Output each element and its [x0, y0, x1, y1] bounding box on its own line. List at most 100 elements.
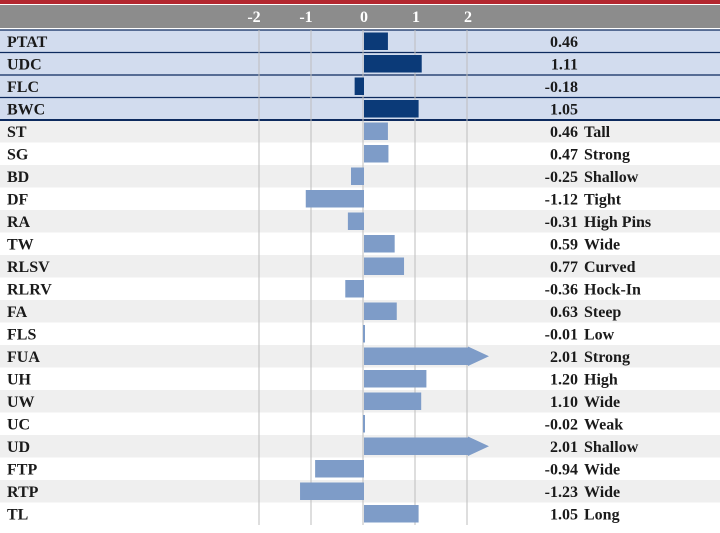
value-label: -1.12	[545, 191, 578, 208]
row-background	[0, 322, 720, 345]
row-label: TW	[7, 236, 34, 253]
row-background	[0, 120, 720, 143]
row-label: DF	[7, 191, 29, 208]
value-label: 1.11	[551, 56, 578, 73]
bar-sg	[364, 145, 389, 163]
x-tick-label: 1	[412, 9, 420, 26]
value-label: 0.77	[550, 259, 578, 276]
bar-uc	[363, 415, 365, 433]
row-label: ST	[7, 124, 27, 141]
row-label: BWC	[7, 101, 45, 118]
value-label: 0.63	[550, 304, 578, 321]
x-tick-label: 2	[464, 9, 472, 26]
value-label: 0.46	[550, 34, 578, 51]
descriptor-label: Shallow	[584, 439, 639, 456]
bar-flc	[354, 77, 364, 95]
bar-st	[364, 122, 388, 140]
value-label: -0.25	[545, 169, 578, 186]
descriptor-label: Wide	[584, 236, 620, 253]
row-label: FTP	[7, 461, 37, 478]
value-label: 1.10	[550, 394, 578, 411]
bar-bd	[351, 167, 364, 185]
row-background	[0, 412, 720, 435]
value-label: 1.20	[550, 371, 578, 388]
row-label: UH	[7, 371, 32, 388]
row-label: SG	[7, 146, 29, 163]
row-background	[0, 345, 720, 368]
value-label: 0.47	[550, 146, 578, 163]
descriptor-label: Steep	[584, 304, 621, 321]
row-background	[0, 97, 720, 120]
row-background	[0, 142, 720, 165]
row-label: UW	[7, 394, 35, 411]
row-label: FLC	[7, 79, 39, 96]
axis-header: -2 -1 0 1 2	[0, 0, 720, 28]
bar-tl	[364, 505, 419, 523]
value-label: 0.59	[550, 236, 578, 253]
row-label: UD	[7, 439, 30, 456]
descriptor-label: Tall	[584, 124, 611, 141]
descriptor-label: Wide	[584, 461, 620, 478]
descriptor-label: Strong	[584, 349, 630, 366]
value-label: -1.23	[545, 484, 578, 501]
value-label: 2.01	[550, 439, 578, 456]
value-label: 1.05	[550, 101, 578, 118]
row-background	[0, 30, 720, 53]
value-label: -0.94	[545, 461, 578, 478]
row-label: FUA	[7, 349, 40, 366]
row-label: RA	[7, 214, 31, 231]
descriptor-label: Long	[584, 506, 620, 523]
row-background	[0, 300, 720, 323]
value-label: -0.01	[545, 326, 578, 343]
row-background	[0, 435, 720, 458]
descriptor-label: High	[584, 371, 618, 388]
descriptor-label: Weak	[584, 416, 623, 433]
row-label: RLRV	[7, 281, 52, 298]
x-tick-label: 0	[360, 9, 368, 26]
descriptor-label: Low	[584, 326, 615, 343]
bars	[300, 32, 489, 523]
row-label: PTAT	[7, 34, 48, 51]
row-label: BD	[7, 169, 29, 186]
descriptor-label: Strong	[584, 146, 630, 163]
row-labels: PTAT 0.46 UDC 1.11 FLC -0.18 BWC 1.05 ST 0.46 Tall…	[7, 34, 651, 524]
descriptor-label: High Pins	[584, 214, 651, 231]
top-rule	[0, 0, 720, 4]
bar-rlrv	[345, 280, 364, 298]
descriptor-label: Shallow	[584, 169, 639, 186]
row-label: TL	[7, 506, 28, 523]
value-label: -0.02	[545, 416, 578, 433]
bar-df	[305, 190, 364, 208]
descriptor-label: Wide	[584, 394, 620, 411]
row-label: UDC	[7, 56, 42, 73]
row-label: FLS	[7, 326, 36, 343]
row-label: FA	[7, 304, 28, 321]
value-label: -0.31	[545, 214, 578, 231]
row-background	[0, 232, 720, 255]
row-label: RLSV	[7, 259, 50, 276]
descriptor-label: Wide	[584, 484, 620, 501]
bar-ftp	[315, 460, 364, 478]
value-label: 1.05	[550, 506, 578, 523]
bar-fa	[364, 302, 397, 320]
bar-uh	[364, 370, 427, 388]
bar-uw	[364, 392, 422, 410]
value-label: 0.46	[550, 124, 578, 141]
row-label: RTP	[7, 484, 39, 501]
value-label: -0.36	[545, 281, 578, 298]
row-background	[0, 390, 720, 413]
axis-header-band	[0, 5, 720, 28]
row-background	[0, 502, 720, 525]
bar-bwc	[364, 100, 419, 118]
bar-rtp	[300, 482, 364, 500]
row-background	[0, 52, 720, 75]
descriptor-label: Curved	[584, 259, 636, 276]
x-tick-label: -1	[299, 9, 312, 26]
bar-udc	[364, 55, 422, 73]
bar-fua	[364, 346, 489, 366]
descriptor-label: Hock-In	[584, 281, 641, 298]
bar-fls	[363, 325, 365, 343]
bar-ra	[347, 212, 364, 230]
row-background	[0, 367, 720, 390]
